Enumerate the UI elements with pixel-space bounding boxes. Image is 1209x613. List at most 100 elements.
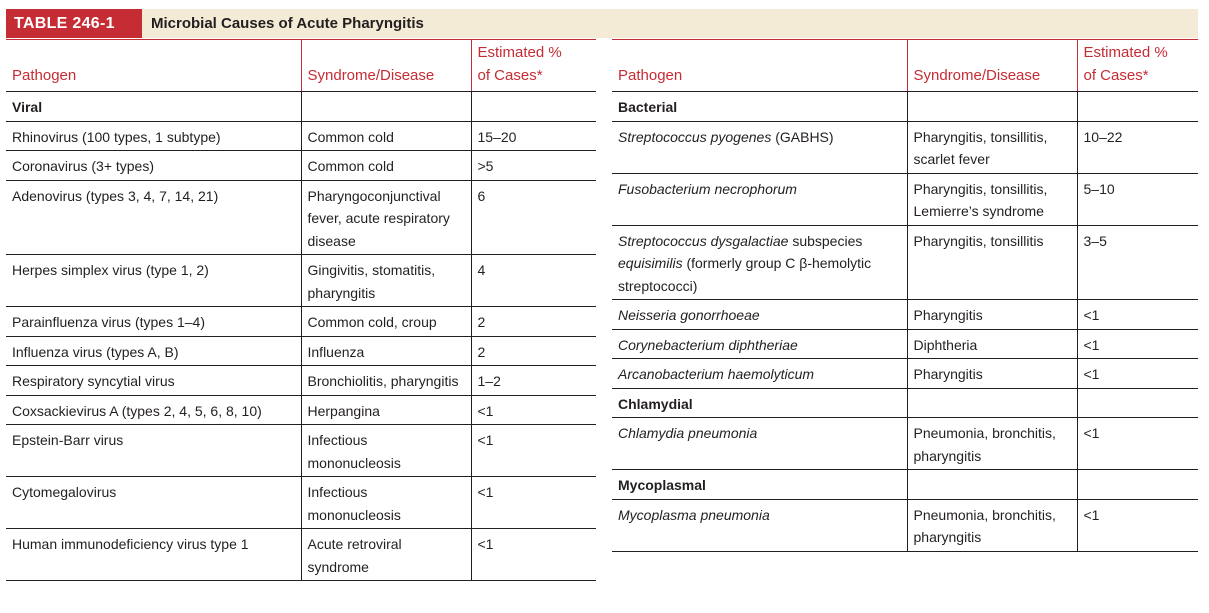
pathogen-name: Cytomegalovirus (12, 484, 117, 500)
column-header-estimate: Estimated % of Cases* (1076, 39, 1198, 92)
pathogen-cell: Rhinovirus (100 types, 1 subtype) (6, 121, 301, 151)
syndrome-cell (906, 388, 1077, 418)
estimate-cell: <1 (470, 528, 596, 581)
pathogen-cell: Viral (6, 92, 301, 122)
left-pathogen-table: Pathogen Syndrome/Disease Estimated % of … (6, 39, 596, 581)
column-header-pathogen: Pathogen (6, 39, 301, 92)
pathogen-name: Parainfluenza virus (types 1–4) (12, 314, 205, 330)
estimate-cell: <1 (1076, 417, 1198, 470)
pathogen-species: Arcanobacterium haemolyticum (618, 366, 815, 382)
column-header-estimate: Estimated % of Cases* (470, 39, 596, 92)
table-row: Streptococcus pyogenes (GABHS) Pharyngiti… (612, 121, 1198, 173)
pathogen-cell: Mycoplasmal (612, 470, 907, 500)
category-label: Viral (12, 99, 43, 115)
estimate-cell: 3–5 (1076, 225, 1198, 300)
syndrome-cell: Pharyngitis, tonsillitis, Lemierre’s syn… (906, 173, 1077, 225)
pathogen-cell: Respiratory syncytial virus (6, 366, 301, 396)
syndrome-cell: Gingivitis, stomatitis, pharyngitis (300, 254, 471, 307)
table-row: Human immunodeficiency virus type 1 Acute… (6, 528, 596, 581)
table-row: Coronavirus (3+ types) Common cold >5 (6, 150, 596, 181)
pathogen-cell: Arcanobacterium haemolyticum (612, 359, 907, 389)
pathogen-species: Streptococcus pyogenes (618, 128, 772, 145)
syndrome-cell: Pharyngitis, tonsillitis (906, 225, 1077, 300)
pathogen-species: Chlamydia pneumonia (618, 425, 758, 441)
header-row: Pathogen Syndrome/Disease Estimated % of … (612, 39, 1198, 92)
estimate-cell: 2 (470, 306, 596, 336)
estimate-cell: <1 (1076, 499, 1198, 551)
pathogen-species: Neisseria gonorrhoeae (618, 307, 760, 323)
category-label: Mycoplasmal (618, 477, 706, 493)
estimate-cell: <1 (470, 395, 596, 425)
pathogen-cell: Fusobacterium necrophorum (612, 173, 907, 225)
pathogen-cell: Cytomegalovirus (6, 477, 301, 529)
table-row: Influenza virus (types A, B) Influenza 2 (6, 336, 596, 366)
header-row: Pathogen Syndrome/Disease Estimated % of … (6, 39, 596, 92)
table-row: Adenovirus (types 3, 4, 7, 14, 21) Pharyn… (6, 180, 596, 255)
syndrome-cell (906, 469, 1077, 499)
syndrome-cell (906, 91, 1077, 121)
table-row: Cytomegalovirus Infectious mononucleosis <… (6, 476, 596, 529)
table-row: Streptococcus dysgalactiae subspecies eq… (612, 225, 1198, 300)
pathogen-species: equisimilis (618, 255, 683, 271)
estimate-cell (1076, 469, 1198, 499)
estimate-cell (1076, 91, 1198, 121)
pathogen-note: (formerly group C β-hemolytic streptococ… (618, 255, 872, 294)
pathogen-cell: Human immunodeficiency virus type 1 (6, 529, 301, 581)
estimate-cell: 10–22 (1076, 121, 1198, 173)
pathogen-cell: Coronavirus (3+ types) (6, 151, 301, 181)
syndrome-cell: Influenza (300, 336, 471, 366)
category-label: Chlamydial (618, 395, 693, 412)
category-label: Bacterial (618, 99, 678, 115)
syndrome-cell: Pharyngitis (906, 358, 1077, 388)
pathogen-note: (GABHS) (771, 128, 834, 145)
pathogen-name: Rhinovirus (100 types, 1 subtype) (12, 128, 221, 145)
pathogen-species: Streptococcus dysgalactiae (618, 232, 789, 249)
table-title-bar: TABLE 246-1 Microbial Causes of Acute Ph… (6, 9, 1198, 38)
pathogen-cell: Streptococcus dysgalactiae subspecies eq… (612, 225, 907, 300)
pathogen-cell: Mycoplasma pneumonia (612, 499, 907, 551)
pathogen-cell: Neisseria gonorrhoeae (612, 300, 907, 330)
estimate-cell: <1 (1076, 329, 1198, 359)
table-row: Coxsackievirus A (types 2, 4, 5, 6, 8, 1… (6, 395, 596, 425)
pathogen-name: Respiratory syncytial virus (12, 373, 175, 389)
table-row: Mycoplasma pneumonia Pneumonia, bronchiti… (612, 499, 1198, 551)
category-row: Viral (6, 91, 596, 122)
pathogen-cell: Corynebacterium diphtheriae (612, 329, 907, 359)
column-header-pathogen: Pathogen (612, 39, 907, 92)
estimate-cell: <1 (470, 476, 596, 529)
right-pathogen-table: Pathogen Syndrome/Disease Estimated % of … (612, 39, 1198, 552)
table-row: Herpes simplex virus (type 1, 2) Gingivit… (6, 254, 596, 307)
table-row: Respiratory syncytial virus Bronchiolitis… (6, 365, 596, 396)
syndrome-cell (300, 91, 471, 121)
table-title: Microbial Causes of Acute Pharyngitis (151, 15, 424, 32)
syndrome-cell: Pharyngitis (906, 299, 1077, 329)
pathogen-cell: Bacterial (612, 92, 907, 122)
category-row: Chlamydial (612, 388, 1198, 418)
pathogen-name: Epstein-Barr virus (12, 432, 124, 448)
pathogen-species: Mycoplasma pneumonia (618, 506, 770, 523)
category-row: Bacterial (612, 91, 1198, 122)
table-row: Rhinovirus (100 types, 1 subtype) Common … (6, 121, 596, 151)
pathogen-cell: Parainfluenza virus (types 1–4) (6, 307, 301, 337)
table-row: Corynebacterium diphtheriae Diphtheria <1 (612, 329, 1198, 359)
syndrome-cell: Infectious mononucleosis (300, 476, 471, 529)
table-number-badge: TABLE 246-1 (6, 9, 142, 38)
syndrome-cell: Pharyngitis, tonsillitis, scarlet fever (906, 121, 1077, 173)
pathogen-species: Fusobacterium necrophorum (618, 180, 797, 197)
pathogen-name: Coronavirus (3+ types) (12, 158, 155, 174)
estimate-cell: 5–10 (1076, 173, 1198, 225)
table-row: Arcanobacterium haemolyticum Pharyngitis <… (612, 358, 1198, 389)
estimate-cell: 6 (470, 180, 596, 255)
pathogen-species: Corynebacterium diphtheriae (618, 336, 798, 353)
table-row: Fusobacterium necrophorum Pharyngitis, to… (612, 173, 1198, 225)
category-row: Mycoplasmal (612, 469, 1198, 500)
pathogen-name: Herpes simplex virus (type 1, 2) (12, 262, 209, 278)
pathogen-cell: Herpes simplex virus (type 1, 2) (6, 255, 301, 307)
table-row: Chlamydia pneumonia Pneumonia, bronchitis… (612, 417, 1198, 470)
syndrome-cell: Acute retroviral syndrome (300, 528, 471, 581)
estimate-cell: <1 (1076, 358, 1198, 388)
estimate-cell: 4 (470, 254, 596, 307)
estimate-cell (470, 91, 596, 121)
pathogen-name: Coxsackievirus A (types 2, 4, 5, 6, 8, 1… (12, 402, 262, 419)
syndrome-cell: Pharyngoconjunctival fever, acute respir… (300, 180, 471, 255)
